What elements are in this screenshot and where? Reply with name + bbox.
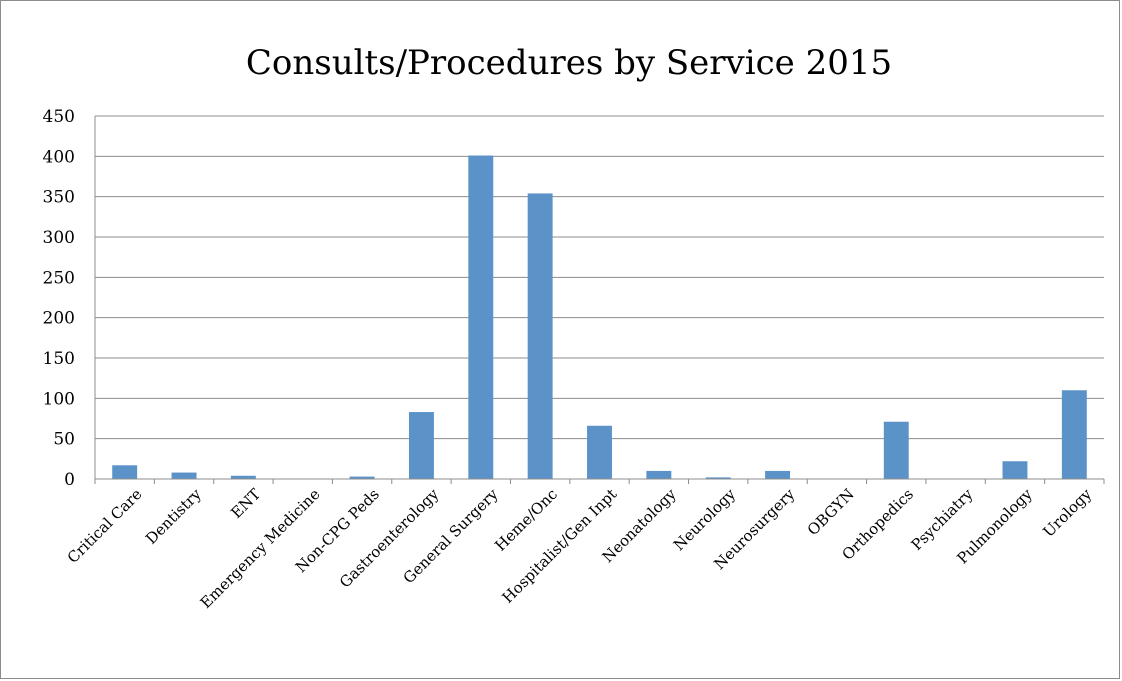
x-category-label: OBGYN [804,485,858,539]
bar-heme-onc [527,193,553,479]
bars [112,155,1087,479]
x-category-label: Emergency Medicine [197,485,324,612]
bar-pulmonology [1002,461,1028,479]
bar-general-surgery [468,155,494,479]
bar-orthopedics [883,421,909,479]
x-category-label: ENT [227,485,264,522]
bar-neonatology [646,470,672,479]
bar-dentistry [171,472,197,479]
bar-neurology [705,477,731,479]
y-tick-label: 400 [43,147,75,167]
x-category-label: Critical Care [64,485,146,567]
y-tick-label: 200 [43,309,75,329]
chart-title: Consults/Procedures by Service 2015 [246,43,892,83]
bar-neurosurgery [765,470,791,479]
bar-hospitalist-gen-inpt [587,425,612,479]
x-category-label: Dentistry [142,485,205,548]
y-tick-label: 450 [43,107,75,127]
y-tick-label: 0 [64,470,75,490]
bar-gastroenterology [408,412,434,479]
gridlines [95,115,1104,440]
y-tick-label: 100 [43,389,75,409]
bar-urology [1061,390,1087,479]
x-category-label: Urology [1039,485,1095,541]
y-tick-label: 300 [43,228,75,248]
y-tick-label: 250 [43,268,75,288]
x-category-label: Hospitalist/Gen Inpt [499,485,621,607]
y-tick-label: 150 [43,349,75,369]
bar-non-cpg-peds [349,476,375,479]
y-tick-label: 50 [53,430,75,450]
bar-ent [230,475,256,479]
bar-critical-care [112,465,138,479]
y-tick-label: 350 [43,188,75,208]
axes [94,116,1105,484]
x-category-label: Gastroenterology [336,485,443,592]
y-axis-ticks: 0 50 100 150 200 250 300 350 400 450 [43,107,75,490]
